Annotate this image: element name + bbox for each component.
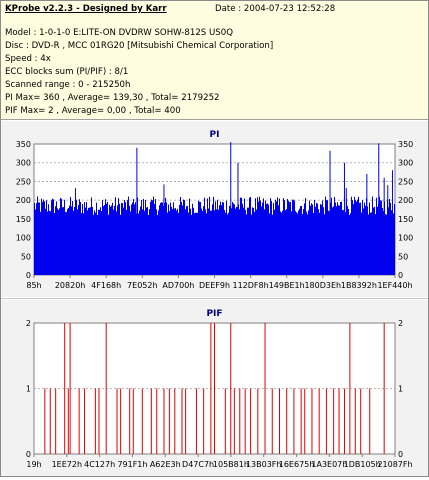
y-tick-label: 350 <box>16 140 31 149</box>
info-pi-stats: PI Max= 360 , Average= 139,30 , Total= 2… <box>5 93 220 103</box>
y-tick-label: 2 <box>26 319 31 328</box>
x-tick-label: 1DB105h <box>344 460 381 469</box>
info-range: Scanned range : 0 - 215250h <box>5 80 131 90</box>
x-tick-label: 1EF440h <box>377 281 412 290</box>
y-tick-label: 100 <box>16 234 31 243</box>
x-tick-label: 13B03Fh <box>246 460 282 469</box>
y-tick-label-right: 350 <box>398 140 413 149</box>
divider <box>1 298 428 299</box>
chart-title: PIF <box>206 309 222 319</box>
pi-chart: PI 0 0 50 50 100 100 150 150 200 200 250 250 300 300 35… <box>16 130 414 290</box>
info-speed: Speed : 4x <box>5 54 51 64</box>
chart-title: PI <box>210 130 220 140</box>
pif-chart-panel: PIF 0 0 1 1 2 2 19h 1EE72h 4C127h 791F1h A62E3h D47C… <box>1 300 428 476</box>
x-tick-label: A62E3h <box>150 460 181 469</box>
info-disc: Disc : DVD-R , MCC 01RG20 [Mitsubishi Ch… <box>5 41 274 51</box>
y-tick-label-right: 2 <box>398 319 403 328</box>
y-tick-label-right: 250 <box>398 177 413 186</box>
y-tick-label: 50 <box>21 252 31 261</box>
x-tick-label: 1B8392h <box>341 281 377 290</box>
x-tick-label: AD700h <box>162 281 194 290</box>
y-tick-label-right: 1 <box>398 385 403 394</box>
info-panel: KProbe v2.2.3 - Designed by Karr Date : … <box>1 1 428 120</box>
info-model: Model : 1-0-1-0 E:LITE-ON DVDRW SOHW-812… <box>5 28 233 38</box>
pif-chart: PIF 0 0 1 1 2 2 19h 1EE72h 4C127h 791F1h A62E3h D47C… <box>26 309 413 469</box>
x-tick-label: 85h <box>26 281 41 290</box>
y-tick-label: 0 <box>26 450 31 459</box>
y-tick-label: 250 <box>16 177 31 186</box>
x-tick-label: 180D3Eh <box>304 281 341 290</box>
x-tick-label: 16E675h <box>279 460 315 469</box>
x-tick-label: 21087Fh <box>377 460 412 469</box>
y-tick-label: 1 <box>26 385 31 394</box>
x-tick-label: DEEF9h <box>199 281 230 290</box>
y-tick-label-right: 200 <box>398 196 413 205</box>
x-tick-label: 112DF8h <box>232 281 268 290</box>
y-tick-label-right: 0 <box>398 450 403 459</box>
x-tick-label: 4C127h <box>84 460 115 469</box>
y-tick-label-right: 300 <box>398 159 413 168</box>
x-tick-label: 20820h <box>55 281 86 290</box>
y-tick-label: 300 <box>16 159 31 168</box>
scan-date: Date : 2004-07-23 12:52:28 <box>215 4 336 14</box>
x-tick-label: 105B81h <box>213 460 249 469</box>
y-tick-label-right: 100 <box>398 234 413 243</box>
x-tick-label: 19h <box>26 460 41 469</box>
pif-bars <box>44 323 385 454</box>
pi-bars <box>34 142 395 275</box>
x-tick-label: 149BE1h <box>269 281 305 290</box>
y-tick-label-right: 0 <box>398 271 403 280</box>
x-tick-label: 4F168h <box>91 281 121 290</box>
info-ecc: ECC blocks sum (PI/PIF) : 8/1 <box>5 67 129 77</box>
x-tick-label: D47C7h <box>182 460 214 469</box>
y-tick-label: 0 <box>26 271 31 280</box>
x-tick-label: 791F1h <box>117 460 147 469</box>
x-tick-label: 1A3E07h <box>311 460 347 469</box>
app-title: KProbe v2.2.3 - Designed by Karr <box>5 4 167 14</box>
y-tick-label-right: 150 <box>398 215 413 224</box>
y-tick-label: 150 <box>16 215 31 224</box>
y-tick-label-right: 50 <box>398 252 408 261</box>
pi-chart-panel: PI 0 0 50 50 100 100 150 150 200 200 250 250 300 300 35… <box>1 121 428 297</box>
x-tick-label: 7E052h <box>127 281 157 290</box>
info-pif-stats: PIF Max= 2 , Average= 0,00 , Total= 400 <box>5 106 181 116</box>
y-tick-label: 200 <box>16 196 31 205</box>
x-tick-label: 1EE72h <box>52 460 82 469</box>
